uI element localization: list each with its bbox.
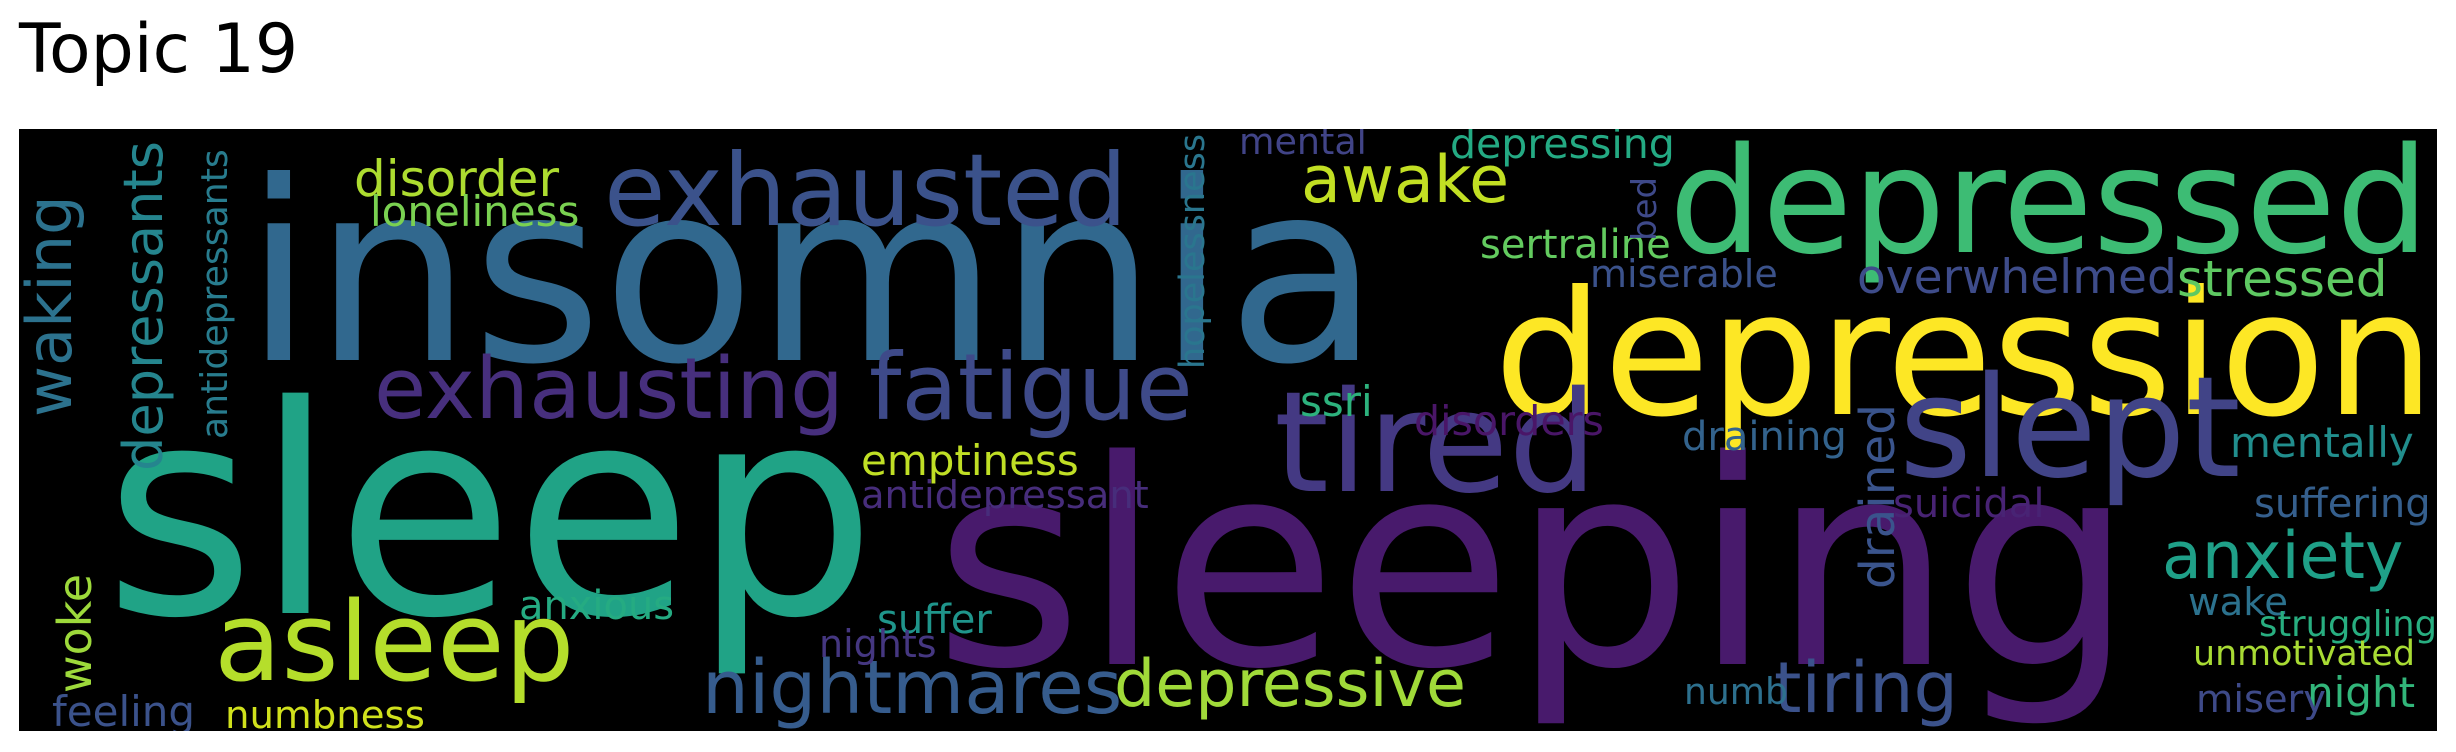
word-mental: mental bbox=[1239, 129, 1367, 163]
word-waking: waking bbox=[19, 195, 86, 417]
word-suicidal: suicidal bbox=[1893, 481, 2045, 527]
word-depression: depression bbox=[1494, 254, 2435, 455]
word-ssri: ssri bbox=[1300, 377, 1373, 426]
word-sleeping: sleeping bbox=[934, 400, 2134, 731]
word-stressed: stressed bbox=[2177, 250, 2388, 308]
word-woke: woke bbox=[48, 573, 102, 693]
word-antidepressant: antidepressant bbox=[861, 473, 1149, 518]
word-exhausting: exhausting bbox=[374, 340, 844, 439]
word-tired: tired bbox=[1274, 362, 1598, 525]
word-anxious: anxious bbox=[519, 583, 675, 629]
word-asleep: asleep bbox=[214, 578, 575, 706]
word-overwhelmed: overwhelmed bbox=[1857, 250, 2177, 305]
word-disorder: disorder bbox=[354, 150, 560, 208]
word-draining: draining bbox=[1682, 414, 1847, 460]
word-depressed: depressed bbox=[1669, 129, 2430, 287]
word-sleep: sleep bbox=[104, 345, 877, 682]
word-feeling: feeling bbox=[52, 687, 196, 732]
word-slept: slept bbox=[1899, 347, 2241, 510]
word-mentally: mentally bbox=[2230, 418, 2414, 467]
word-insomnia: insomnia bbox=[244, 129, 1380, 419]
word-depressive: depressive bbox=[1114, 647, 1467, 722]
word-depressants: depressants bbox=[112, 141, 175, 471]
word-disorders: disorders bbox=[1414, 397, 1604, 445]
word-anxiety: anxiety bbox=[2162, 519, 2404, 594]
word-depressing: depressing bbox=[1450, 129, 1675, 168]
word-numb: numb bbox=[1684, 670, 1788, 713]
word-hopelessness: hopelessness bbox=[1173, 133, 1213, 369]
word-cloud: insomnia sleeping sleep depression depre… bbox=[19, 129, 2437, 731]
word-numbness: numbness bbox=[225, 693, 425, 731]
word-unmotivated: unmotivated bbox=[2193, 634, 2415, 674]
word-night: night bbox=[2307, 668, 2416, 717]
word-loneliness: loneliness bbox=[370, 187, 580, 236]
word-awake: awake bbox=[1301, 143, 1510, 218]
word-exhausted: exhausted bbox=[604, 132, 1128, 249]
word-antidepressants: antidepressants bbox=[193, 149, 236, 439]
word-suffering: suffering bbox=[2254, 481, 2431, 527]
word-wake: wake bbox=[2188, 580, 2288, 625]
word-nights: nights bbox=[819, 622, 937, 666]
word-miserable: miserable bbox=[1590, 252, 1778, 296]
word-struggling: struggling bbox=[2259, 604, 2437, 645]
word-fatigue: fatigue bbox=[869, 334, 1193, 441]
word-misery: misery bbox=[2196, 677, 2326, 722]
word-tiring: tiring bbox=[1774, 647, 1958, 729]
word-sertraline: sertraline bbox=[1480, 222, 1671, 268]
word-emptiness: emptiness bbox=[861, 436, 1079, 485]
word-suffer: suffer bbox=[877, 597, 992, 643]
word-nightmares: nightmares bbox=[702, 645, 1123, 731]
word-bed: bed bbox=[1625, 176, 1665, 241]
page-title: Topic 19 bbox=[19, 10, 299, 89]
